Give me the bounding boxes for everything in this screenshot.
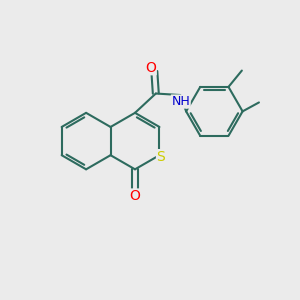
- Text: O: O: [130, 189, 140, 203]
- Text: S: S: [157, 150, 165, 164]
- Text: O: O: [145, 61, 156, 75]
- Text: NH: NH: [171, 95, 190, 108]
